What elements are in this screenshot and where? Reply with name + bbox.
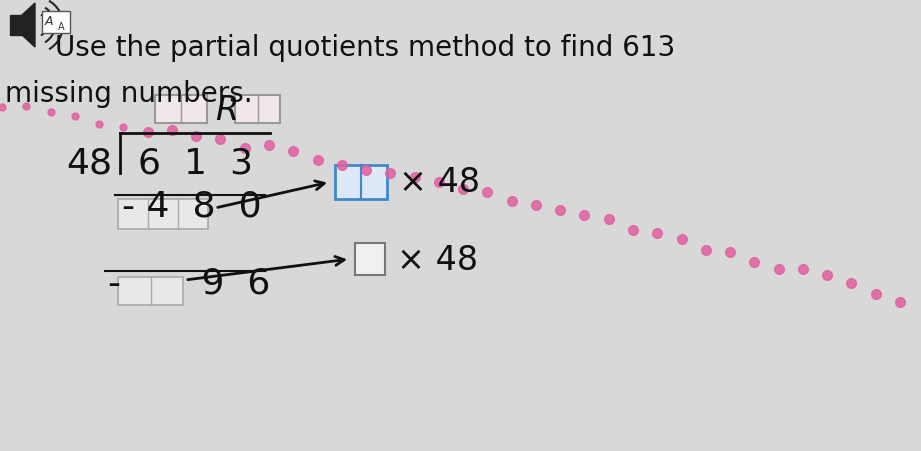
FancyBboxPatch shape xyxy=(355,244,385,276)
Text: - 4  8  0: - 4 8 0 xyxy=(122,189,262,224)
Text: R: R xyxy=(215,93,239,126)
Text: × 48: × 48 xyxy=(397,243,478,276)
Polygon shape xyxy=(22,4,35,48)
FancyBboxPatch shape xyxy=(235,96,280,124)
Polygon shape xyxy=(10,16,22,36)
Text: 6  1  3: 6 1 3 xyxy=(138,147,253,180)
Text: Use the partial quotients method to find 613: Use the partial quotients method to find… xyxy=(55,34,675,62)
FancyBboxPatch shape xyxy=(42,12,70,34)
Text: A: A xyxy=(45,14,53,28)
FancyBboxPatch shape xyxy=(118,277,183,305)
Text: × 48: × 48 xyxy=(399,166,480,199)
FancyBboxPatch shape xyxy=(155,96,207,124)
Text: 48: 48 xyxy=(66,147,112,180)
Text: -       9  6: - 9 6 xyxy=(108,265,271,299)
FancyBboxPatch shape xyxy=(118,199,208,230)
Text: missing numbers.: missing numbers. xyxy=(5,80,252,108)
Text: A: A xyxy=(58,22,64,32)
FancyBboxPatch shape xyxy=(335,166,387,199)
